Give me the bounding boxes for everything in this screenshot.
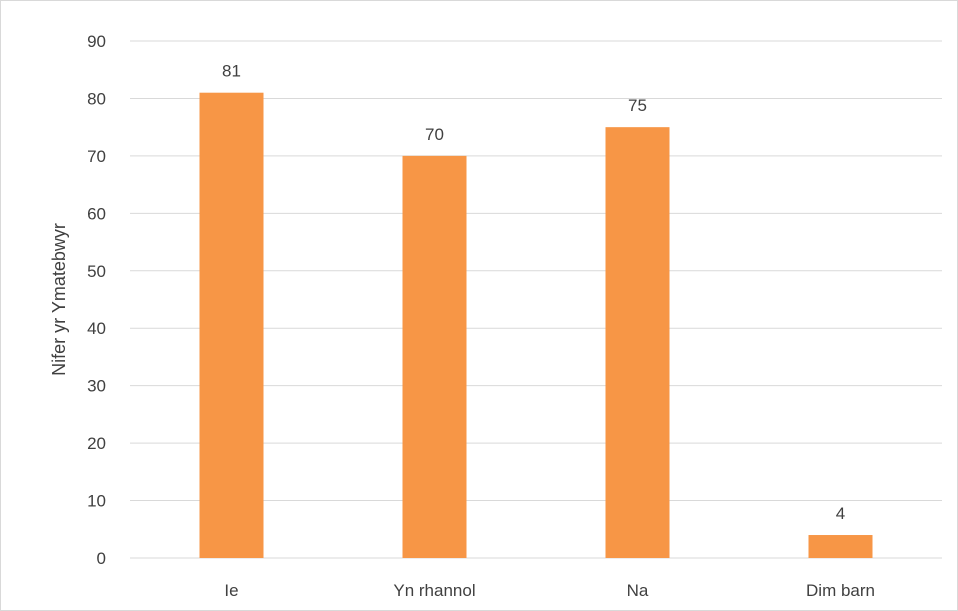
y-tick-label: 20: [87, 434, 106, 453]
bar: [605, 127, 670, 559]
y-tick-label: 40: [87, 319, 106, 338]
y-tick-label: 10: [87, 492, 106, 511]
y-tick-label: 0: [97, 549, 106, 568]
y-tick-label: 90: [87, 32, 106, 51]
x-tick-label: Ie: [224, 581, 238, 600]
x-tick-label: Dim barn: [806, 581, 875, 600]
x-axis-ticks: Ie Yn rhannol Na Dim barn: [224, 581, 875, 600]
y-axis-ticks: 0 10 20 30 40 50 60 70 80 90: [87, 32, 106, 568]
y-tick-label: 60: [87, 204, 106, 223]
data-labels: 81 70 75 4: [222, 62, 845, 523]
y-tick-label: 50: [87, 262, 106, 281]
bars: [199, 92, 873, 559]
data-label: 70: [425, 125, 444, 144]
y-tick-label: 30: [87, 377, 106, 396]
bar: [199, 92, 264, 558]
bar: [808, 535, 873, 558]
y-axis-title: Nifer yr Ymatebwyr: [49, 223, 69, 376]
x-tick-label: Yn rhannol: [393, 581, 475, 600]
y-tick-label: 70: [87, 147, 106, 166]
bar: [402, 155, 467, 558]
data-label: 75: [628, 96, 647, 115]
data-label: 81: [222, 62, 241, 81]
gridlines: [130, 40, 942, 559]
data-label: 4: [836, 504, 845, 523]
x-tick-label: Na: [627, 581, 649, 600]
y-tick-label: 80: [87, 89, 106, 108]
